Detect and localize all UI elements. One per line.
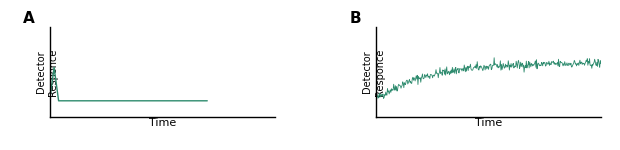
Y-axis label: Detector
Responce: Detector Responce: [35, 48, 58, 96]
Text: A: A: [22, 11, 34, 26]
Text: B: B: [349, 11, 361, 26]
X-axis label: Time: Time: [475, 118, 502, 128]
X-axis label: Time: Time: [149, 118, 176, 128]
Y-axis label: Detector
Responce: Detector Responce: [362, 48, 384, 96]
